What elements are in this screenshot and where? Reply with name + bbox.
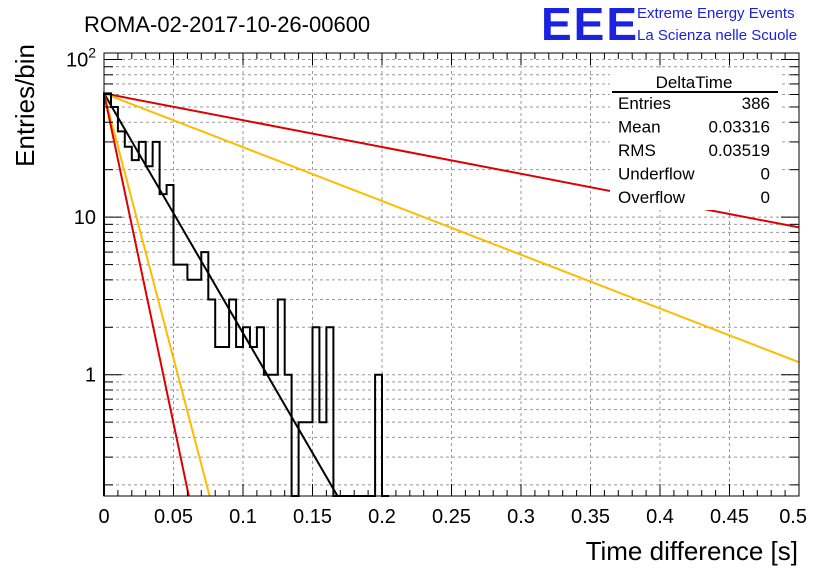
x-tick-label: 0.1: [229, 506, 257, 528]
histogram-bin: [201, 252, 208, 496]
stats-title: DeltaTime: [656, 73, 733, 92]
histogram-bin: [326, 327, 333, 496]
x-tick-label: 0.5: [779, 506, 807, 528]
x-tick-label: 0.3: [507, 506, 535, 528]
histogram-bin: [243, 327, 250, 496]
stats-label: Underflow: [618, 165, 695, 184]
x-tick-label: 0.4: [646, 506, 674, 528]
histogram-outline: [103, 92, 389, 497]
fit-curve: [103, 93, 190, 497]
x-tick-label: 0.2: [368, 506, 396, 528]
y-tick-label: 102: [66, 45, 96, 72]
histogram-bin: [139, 142, 146, 496]
histogram-bin: [146, 166, 153, 496]
histogram-bin: [257, 327, 264, 496]
x-tick-label: 0.35: [571, 506, 610, 528]
histogram-bin: [153, 142, 160, 496]
fit-curve: [103, 92, 800, 364]
logo-line2: La Scienza nelle Scuole: [637, 27, 797, 44]
fit-curve: [103, 93, 211, 497]
histogram-bin: [222, 347, 229, 496]
logo-eee: EEE: [541, 0, 639, 50]
histogram-bin: [167, 185, 174, 496]
x-tick-label: 0.25: [432, 506, 471, 528]
stats-label: Overflow: [618, 188, 686, 207]
histogram-bin: [208, 300, 215, 496]
y-tick-label: 1: [85, 365, 96, 387]
histogram-bin: [104, 93, 111, 496]
histogram-bin: [264, 375, 271, 496]
stats-value: 386: [742, 94, 770, 113]
x-tick-label: 0.15: [293, 506, 332, 528]
stats-value: 0.03519: [709, 141, 770, 160]
histogram-bin: [187, 280, 194, 496]
logo-line1: Extreme Energy Events: [637, 5, 795, 22]
histogram-bin: [236, 347, 243, 496]
histogram-bars: [103, 92, 389, 497]
x-tick-labels: 0 0.05 0.1 0.15 0.2 0.25 0.3 0.35 0.4 0.45 0.5: [98, 506, 807, 528]
x-tick-label: 0.05: [154, 506, 193, 528]
eee-logo: EEE Extreme Energy Events La Scienza nel…: [541, 0, 797, 50]
stats-label: Mean: [618, 118, 661, 137]
histogram-bin: [229, 300, 236, 496]
y-tick-label: 10: [74, 207, 96, 229]
histogram-bin: [250, 347, 257, 496]
stats-label: RMS: [618, 141, 656, 160]
stats-value: 0: [761, 188, 770, 207]
stats-value: 0: [761, 165, 770, 184]
grid: [104, 53, 799, 496]
axis-ticks: [103, 53, 800, 496]
stats-box: DeltaTime Entries 386 Mean 0.03316 RMS 0.0351…: [610, 68, 780, 210]
y-tick-labels: 102 10 1: [66, 45, 96, 387]
histogram-bin: [215, 347, 222, 496]
x-axis-label: Time difference [s]: [586, 536, 798, 566]
y-axis-label: Entries/bin: [10, 44, 40, 167]
x-tick-label: 0.45: [710, 506, 749, 528]
chart-title: ROMA-02-2017-10-26-00600: [84, 12, 370, 37]
histogram-bin: [160, 194, 167, 496]
stats-label: Entries: [618, 94, 671, 113]
x-tick-label: 0: [98, 506, 109, 528]
stats-value: 0.03316: [709, 118, 770, 137]
